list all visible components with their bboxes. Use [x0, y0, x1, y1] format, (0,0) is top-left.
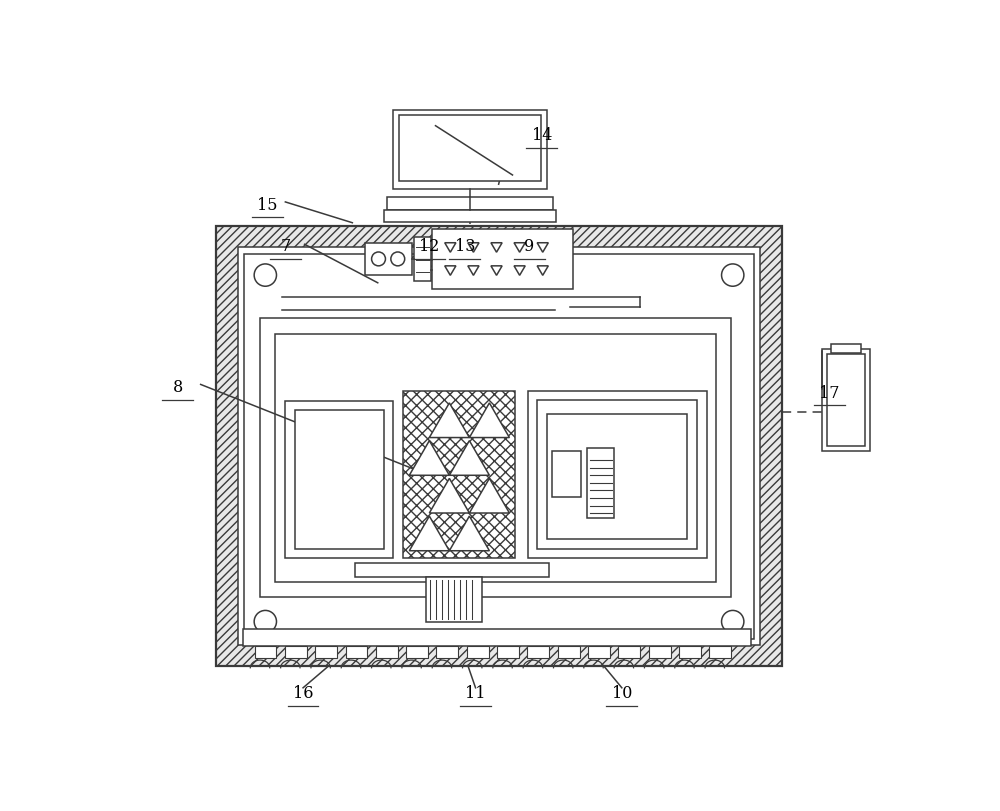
Bar	[822, 350, 870, 451]
Bar	[243, 629, 751, 646]
Polygon shape	[514, 267, 525, 276]
Bar	[315, 646, 337, 658]
Text: 13: 13	[455, 238, 475, 255]
Polygon shape	[469, 478, 509, 513]
Bar	[587, 448, 614, 518]
Polygon shape	[449, 517, 489, 551]
Bar	[679, 646, 701, 658]
Bar	[244, 254, 754, 639]
Polygon shape	[445, 267, 456, 276]
Bar	[537, 401, 697, 550]
Polygon shape	[429, 403, 469, 438]
Text: 10: 10	[612, 684, 632, 701]
Bar	[346, 646, 367, 658]
Polygon shape	[409, 441, 449, 476]
Text: 8: 8	[172, 379, 183, 396]
Polygon shape	[537, 243, 548, 253]
Bar	[414, 238, 431, 282]
Bar	[426, 577, 482, 622]
Text: 16: 16	[293, 684, 313, 701]
Bar	[260, 319, 731, 597]
Bar	[255, 646, 276, 658]
Bar	[709, 646, 731, 658]
Text: 7: 7	[280, 238, 290, 255]
Bar	[406, 646, 428, 658]
Bar	[403, 391, 515, 559]
Bar	[588, 646, 610, 658]
Bar	[552, 451, 581, 497]
Bar	[387, 197, 553, 211]
Bar	[528, 391, 707, 559]
Bar	[558, 646, 580, 658]
Text: 17: 17	[819, 384, 840, 401]
Bar	[216, 226, 782, 667]
Polygon shape	[514, 243, 525, 253]
Bar	[355, 564, 549, 577]
Bar	[393, 111, 547, 190]
Bar	[497, 646, 519, 658]
Polygon shape	[491, 243, 502, 253]
Bar	[467, 646, 489, 658]
Polygon shape	[491, 267, 502, 276]
Text: 12: 12	[419, 238, 440, 255]
Bar	[403, 391, 515, 559]
Bar	[432, 230, 573, 290]
Bar	[376, 646, 398, 658]
Bar	[275, 334, 716, 581]
Bar	[384, 211, 556, 223]
Polygon shape	[468, 243, 479, 253]
Text: 11: 11	[465, 684, 486, 701]
Bar	[827, 354, 865, 447]
Text: 15: 15	[257, 196, 278, 213]
Text: 14: 14	[532, 127, 552, 144]
Bar	[295, 410, 384, 550]
Bar	[216, 226, 782, 667]
Bar	[547, 414, 687, 539]
Polygon shape	[409, 517, 449, 551]
Bar	[649, 646, 671, 658]
Bar	[238, 248, 760, 645]
Polygon shape	[429, 478, 469, 513]
Bar	[831, 344, 861, 354]
Bar	[285, 646, 307, 658]
Bar	[365, 243, 412, 276]
Bar	[399, 116, 541, 182]
Polygon shape	[537, 267, 548, 276]
Bar	[285, 401, 393, 559]
Polygon shape	[468, 267, 479, 276]
Bar	[618, 646, 640, 658]
Bar	[527, 646, 549, 658]
Polygon shape	[445, 243, 456, 253]
Polygon shape	[449, 441, 489, 476]
Text: 9: 9	[524, 238, 535, 255]
Polygon shape	[469, 403, 509, 438]
Bar	[436, 646, 458, 658]
